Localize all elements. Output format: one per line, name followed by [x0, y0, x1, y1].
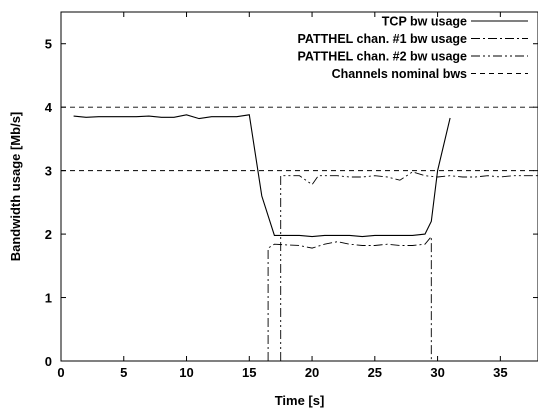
x-tick-label-2: 10: [179, 365, 193, 380]
x-tick-label-5: 25: [368, 365, 382, 380]
x-tick-label-4: 20: [305, 365, 319, 380]
plot-frame: [60, 11, 538, 362]
series-line-0: [73, 114, 451, 238]
legend-label-3: Channels nominal bws: [332, 67, 467, 81]
x-tick-label-3: 15: [242, 365, 256, 380]
plot-lines: [61, 106, 538, 361]
legend-label-1: PATTHEL chan. #1 bw usage: [298, 32, 468, 46]
legend: TCP bw usage PATTHEL chan. #1 bw usage PAT…: [298, 15, 528, 81]
y-tick-label-0: 0: [45, 354, 52, 369]
x-tick-label-0: 0: [57, 365, 64, 380]
x-tick-label-6: 30: [430, 365, 444, 380]
legend-label-2: PATTHEL chan. #2 bw usage: [298, 50, 468, 64]
x-axis-label: Time [s]: [275, 393, 325, 408]
y-tick-label-3: 3: [45, 164, 52, 179]
y-tick-label-2: 2: [45, 227, 52, 242]
series-line-1: [267, 235, 432, 361]
x-tick-label-1: 5: [120, 365, 127, 380]
axes: 0 5 10 15 20 25 30 35 0 1 2 3 4 5: [45, 12, 538, 380]
x-tick-label-7: 35: [493, 365, 507, 380]
legend-label-0: TCP bw usage: [382, 15, 467, 29]
y-tick-label-1: 1: [45, 291, 52, 306]
y-tick-label-4: 4: [45, 100, 53, 115]
y-axis-label: Bandwidth usage [Mb/s]: [8, 112, 23, 262]
series-line-2: [280, 171, 538, 361]
y-tick-label-5: 5: [45, 37, 52, 52]
